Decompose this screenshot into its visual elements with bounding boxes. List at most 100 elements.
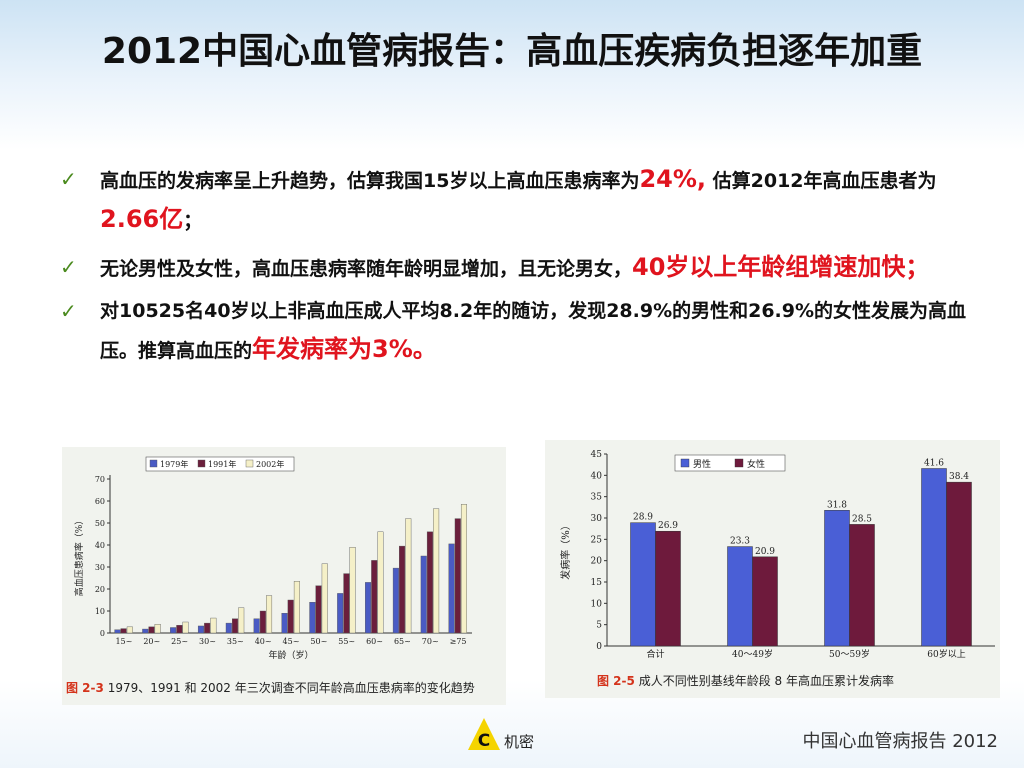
bar (309, 601, 316, 634)
bar (448, 543, 455, 634)
data-label: 20.9 (755, 547, 775, 557)
bar (454, 518, 461, 634)
legend-swatch (197, 459, 206, 468)
check-icon: ✓ (60, 167, 77, 191)
y-tick-label: 50 (95, 519, 105, 528)
bar (148, 626, 155, 634)
bar (849, 524, 875, 647)
bar (204, 622, 211, 634)
bullet-1-text-b: 估算2012年高血压患者为 (706, 170, 937, 192)
y-tick-label: 0 (100, 629, 105, 638)
bar (238, 607, 245, 634)
x-tick-label: 30~ (199, 637, 216, 646)
y-tick-label: 35 (591, 493, 603, 503)
bar (253, 618, 260, 634)
y-tick-label: 30 (95, 563, 105, 572)
bar (120, 628, 127, 634)
legend-label: 2002年 (256, 459, 284, 469)
y-tick-label: 15 (591, 578, 603, 588)
bar (426, 531, 433, 634)
bullet-2-highlight-a: 40岁以上年龄组增速加快； (632, 253, 930, 281)
bar (655, 530, 681, 647)
data-label: 38.4 (949, 472, 969, 482)
bar (182, 621, 189, 634)
bar (343, 573, 350, 634)
figure-2-3-panel: 0 10 20 30 40 50 60 70 15~ 20~ 25~ 30~ 35~ 40~ 45~ 50~ 5… (62, 447, 506, 705)
data-label: 41.6 (924, 459, 944, 469)
warning-triangle-logo-icon: C (468, 718, 500, 751)
x-tick-label: 50~ (310, 637, 327, 646)
bullet-3-highlight-a: 年发病率为3%。 (252, 335, 437, 363)
y-axis-label: 发病率（%） (559, 520, 572, 580)
bullet-3-text-a: 对10525名40岁以上非高血压成人平均8.2年的随访，发现28.9%的男性和2… (100, 300, 967, 362)
bar (293, 581, 300, 634)
bar (337, 593, 344, 634)
figure-2-5-number: 图 2-5 (597, 674, 635, 688)
bar (210, 617, 217, 634)
report-name: 中国心血管病报告 2012 (802, 731, 998, 752)
bar (349, 546, 356, 634)
age-hypertension-trend-chart: 0 10 20 30 40 50 60 70 15~ 20~ 25~ 30~ 35~ 40~ 45~ 50~ 5… (73, 456, 472, 661)
figure-2-5-caption-text: 成人不同性别基线年龄段 8 年高血压累计发病率 (638, 674, 894, 688)
y-axis-label: 高血压患病率（%） (73, 516, 85, 597)
bar (727, 546, 753, 647)
figure-2-3-caption: 图 2-3 1979、1991 和 2002 年三次调查不同年龄高血压患病率的变… (66, 679, 475, 696)
bullet-1-highlight-a: 24%, (639, 165, 707, 193)
bar (921, 468, 947, 647)
x-tick-label: 15~ (115, 637, 132, 646)
y-tick-label: 45 (591, 450, 603, 460)
y-tick-label: 25 (591, 535, 603, 545)
check-icon: ✓ (60, 255, 77, 279)
bullet-1-text-a: 高血压的发病率呈上升趋势，估算我国15岁以上高血压患病率为 (100, 170, 640, 192)
bar (315, 585, 322, 634)
x-tick-label: 35~ (227, 637, 244, 646)
bullet-1-text-c: ； (183, 210, 203, 232)
bar (266, 595, 273, 634)
bullet-item-2: ✓ 无论男性及女性，高血压患病率随年龄明显增加，且无论男女，40岁以上年龄组增速… (60, 248, 980, 288)
x-tick-label: 55~ (338, 637, 355, 646)
legend-box (145, 456, 295, 472)
x-tick-label: 45~ (283, 637, 300, 646)
data-label: 28.9 (633, 513, 653, 523)
figure-2-5-caption: 图 2-5 成人不同性别基线年龄段 8 年高血压累计发病率 (597, 672, 894, 689)
figure-2-3-caption-text: 1979、1991 和 2002 年三次调查不同年龄高血压患病率的变化趋势 (107, 681, 475, 695)
x-tick-label: 40~ (255, 637, 272, 646)
y-tick-label: 20 (95, 585, 105, 594)
bar (399, 545, 406, 634)
bullet-list: ✓ 高血压的发病率呈上升趋势，估算我国15岁以上高血压患病率为24%, 估算20… (60, 160, 980, 370)
bar (420, 555, 427, 634)
y-tick-label: 10 (95, 607, 105, 616)
x-tick-label: 40～49岁 (732, 648, 773, 660)
bar (154, 623, 161, 634)
bar (377, 531, 384, 634)
bar (946, 481, 972, 647)
bar (321, 563, 328, 634)
x-tick-label: 70~ (422, 637, 439, 646)
x-tick-label: 50～59岁 (829, 648, 870, 660)
bullet-item-1: ✓ 高血压的发病率呈上升趋势，估算我国15岁以上高血压患病率为24%, 估算20… (60, 160, 980, 240)
data-label: 31.8 (827, 500, 847, 510)
bar (392, 567, 399, 634)
data-label: 26.9 (658, 521, 678, 531)
x-tick-label: 65~ (394, 637, 411, 646)
bar (259, 610, 266, 634)
data-label: 23.3 (730, 537, 750, 547)
bullet-2-text-a: 无论男性及女性，高血压患病率随年龄明显增加，且无论男女， (100, 258, 633, 280)
page-title: 2012中国心血管病报告：高血压疾病负担逐年加重 (101, 31, 923, 72)
y-tick-label: 40 (95, 541, 105, 550)
legend-swatch (149, 459, 158, 468)
y-tick-label: 20 (591, 557, 603, 567)
y-tick-label: 60 (95, 497, 105, 506)
x-tick-label: 25~ (171, 637, 188, 646)
figure-2-3-number: 图 2-3 (66, 681, 104, 695)
bar (126, 626, 133, 634)
x-tick-label: 合计 (646, 648, 664, 660)
bar (630, 522, 656, 647)
bar (232, 618, 239, 634)
y-tick-label: 0 (596, 642, 602, 652)
bar (170, 627, 177, 634)
figure-2-5-panel: 0 5 10 15 20 25 30 35 40 45 28.9 26.9 合计 23.3 20.9 40～4… (545, 440, 1000, 698)
y-tick-label: 30 (591, 514, 603, 524)
logo-label: 机密 (504, 733, 535, 751)
bullet-1-highlight-b: 2.66亿 (100, 205, 184, 233)
